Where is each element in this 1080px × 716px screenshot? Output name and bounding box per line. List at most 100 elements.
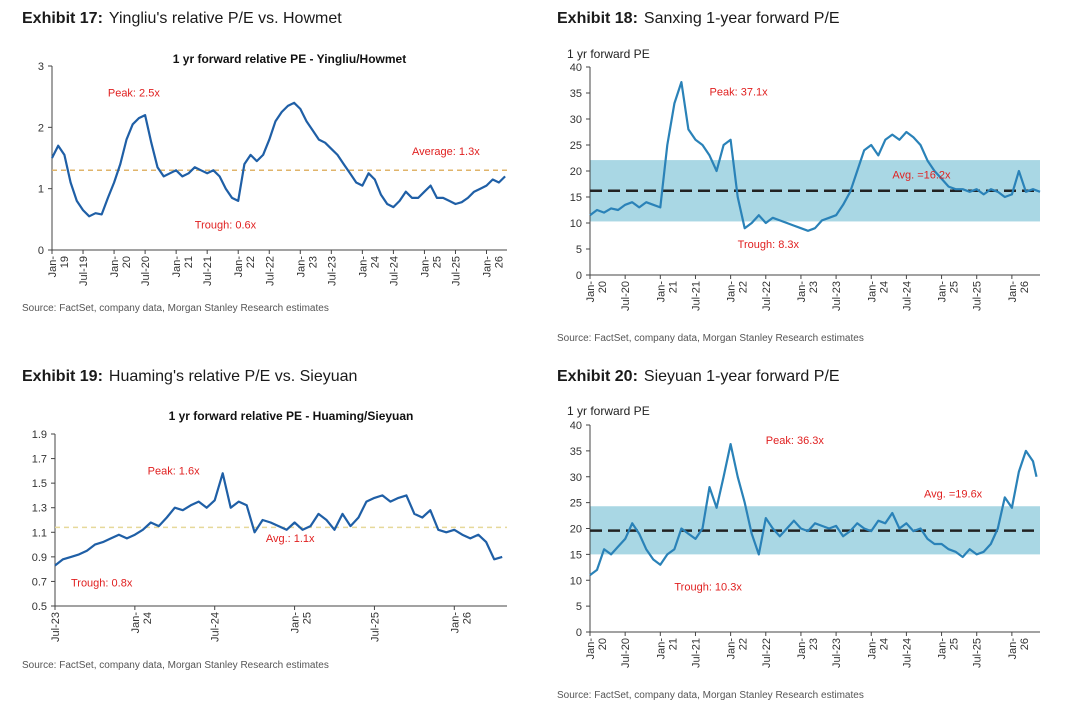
x-tick-label: Jul-23 xyxy=(50,612,62,642)
x-tick-label-line: 19 xyxy=(59,256,71,268)
x-tick-label-line: Jul-21 xyxy=(690,281,702,311)
exhibit-20-title: Sieyuan 1-year forward P/E xyxy=(643,368,840,385)
y-tick-label: 20 xyxy=(570,524,582,536)
x-tick-label-line: Jul-25 xyxy=(972,281,984,311)
x-tick-label-line: 22 xyxy=(738,638,750,650)
x-tick-label-line: Jan- xyxy=(171,256,183,278)
y-tick-label: 25 xyxy=(570,140,582,152)
annotation-2: Trough: 8.3x xyxy=(738,239,800,251)
x-tick-label: Jan-24 xyxy=(866,281,890,303)
x-tick-label: Jan-23 xyxy=(295,256,319,278)
chart-title: 1 yr forward relative PE - Yingliu/Howme… xyxy=(173,52,406,66)
x-tick-label: Jul-24 xyxy=(388,256,400,286)
series-line-0 xyxy=(51,101,506,218)
x-tick-label: Jul-25 xyxy=(972,281,984,311)
x-tick-label: Jan-22 xyxy=(726,281,750,303)
x-tick-label: Jan-25 xyxy=(290,612,314,634)
y-tick-label: 0 xyxy=(38,245,44,257)
y-tick-label: 15 xyxy=(570,549,582,561)
x-tick-label: Jul-23 xyxy=(831,638,843,668)
x-tick-label-line: Jan- xyxy=(109,256,121,278)
annotation-0: Peak: 2.5x xyxy=(108,88,160,100)
series-line-0 xyxy=(54,472,503,567)
x-tick-label-line: 22 xyxy=(245,256,257,268)
exhibit-20-source: Source: FactSet, company data, Morgan St… xyxy=(557,690,864,701)
annotation-0: Peak: 36.3x xyxy=(766,435,825,447)
x-tick-label-line: Jan- xyxy=(726,638,738,660)
x-tick-label: Jul-22 xyxy=(264,256,276,286)
y-tick-label: 15 xyxy=(570,192,582,204)
y-axis-label: 1 yr forward PE xyxy=(567,404,650,418)
x-tick-label: Jan-21 xyxy=(655,638,679,660)
x-tick-label-line: Jan- xyxy=(796,281,808,303)
x-tick-label-line: Jan- xyxy=(937,638,949,660)
exhibit-17-heading: Exhibit 17: Yingliu's relative P/E vs. Ho… xyxy=(22,10,342,28)
x-tick-label-line: Jul-22 xyxy=(761,281,773,311)
x-tick-label-line: Jul-21 xyxy=(690,638,702,668)
x-tick-label-line: 20 xyxy=(597,638,609,650)
x-tick-label: Jul-22 xyxy=(761,281,773,311)
y-tick-label: 10 xyxy=(570,575,582,587)
x-tick-label-line: Jul-23 xyxy=(831,638,843,668)
x-tick-label-line: Jul-25 xyxy=(972,638,984,668)
y-tick-label: 40 xyxy=(570,420,582,432)
x-tick-label-line: Jul-22 xyxy=(264,256,276,286)
x-tick-label-line: 21 xyxy=(183,256,195,268)
x-tick-label-line: Jul-20 xyxy=(140,256,152,286)
x-tick-label: Jan-20 xyxy=(585,281,609,303)
y-tick-label: 10 xyxy=(570,218,582,230)
x-tick-label-line: Jul-23 xyxy=(831,281,843,311)
exhibit-17-title: Yingliu's relative P/E vs. Howmet xyxy=(108,10,342,27)
x-tick-label: Jan-25 xyxy=(937,281,961,303)
x-tick-label: Jan-20 xyxy=(585,638,609,660)
x-tick-label-line: Jul-20 xyxy=(620,638,632,668)
y-axis-label: 1 yr forward PE xyxy=(567,47,650,61)
x-tick-label-line: Jul-24 xyxy=(901,281,913,311)
y-tick-label: 30 xyxy=(570,472,582,484)
x-tick-label-line: Jul-24 xyxy=(901,638,913,668)
exhibit-19-title: Huaming's relative P/E vs. Sieyuan xyxy=(108,368,358,385)
x-tick-label-line: Jul-23 xyxy=(326,256,338,286)
x-tick-label-line: 22 xyxy=(738,281,750,293)
y-tick-label: 0.5 xyxy=(32,601,47,613)
x-tick-label-line: 24 xyxy=(878,281,890,293)
exhibit-18-heading: Exhibit 18: Sanxing 1-year forward P/E xyxy=(557,10,840,28)
y-tick-label: 40 xyxy=(570,62,582,74)
x-tick-label-line: Jan- xyxy=(1007,281,1019,303)
exhibit-20-number: Exhibit 20: xyxy=(557,368,638,385)
x-tick-label: Jan-25 xyxy=(419,256,443,278)
y-tick-label: 0.7 xyxy=(32,576,47,588)
exhibit-19-number: Exhibit 19: xyxy=(22,368,103,385)
exhibit-18-title: Sanxing 1-year forward P/E xyxy=(643,10,840,27)
exhibit-20-heading: Exhibit 20: Sieyuan 1-year forward P/E xyxy=(557,368,840,386)
x-tick-label-line: Jul-24 xyxy=(388,256,400,286)
x-tick-label-line: 21 xyxy=(667,638,679,650)
x-tick-label-line: Jan- xyxy=(655,281,667,303)
exhibit-17-number: Exhibit 17: xyxy=(22,10,103,27)
x-tick-label: Jul-25 xyxy=(450,256,462,286)
y-tick-label: 0 xyxy=(576,627,582,639)
x-tick-label-line: Jan- xyxy=(585,638,597,660)
x-tick-label-line: 25 xyxy=(949,281,961,293)
x-tick-label: Jan-23 xyxy=(796,638,820,660)
x-tick-label: Jul-25 xyxy=(972,638,984,668)
x-tick-label: Jan-26 xyxy=(482,256,506,278)
x-tick-label-line: Jan- xyxy=(130,612,142,634)
x-tick-label: Jan-19 xyxy=(47,256,71,278)
series-line-0 xyxy=(589,81,1041,232)
x-tick-label-line: Jul-22 xyxy=(761,638,773,668)
y-tick-label: 0.9 xyxy=(32,552,47,564)
annotation-0: Peak: 1.6x xyxy=(148,466,200,478)
x-tick-label-line: 20 xyxy=(597,281,609,293)
x-tick-label: Jan-26 xyxy=(1007,638,1031,660)
x-tick-label-line: 23 xyxy=(808,281,820,293)
x-tick-label-line: 26 xyxy=(1019,638,1031,650)
x-tick-label: Jul-20 xyxy=(620,638,632,668)
exhibit-18-source: Source: FactSet, company data, Morgan St… xyxy=(557,333,864,344)
annotation-0: Peak: 37.1x xyxy=(710,87,769,99)
x-tick-label-line: Jul-24 xyxy=(210,612,222,642)
x-tick-label: Jul-24 xyxy=(901,638,913,668)
y-tick-label: 30 xyxy=(570,114,582,126)
